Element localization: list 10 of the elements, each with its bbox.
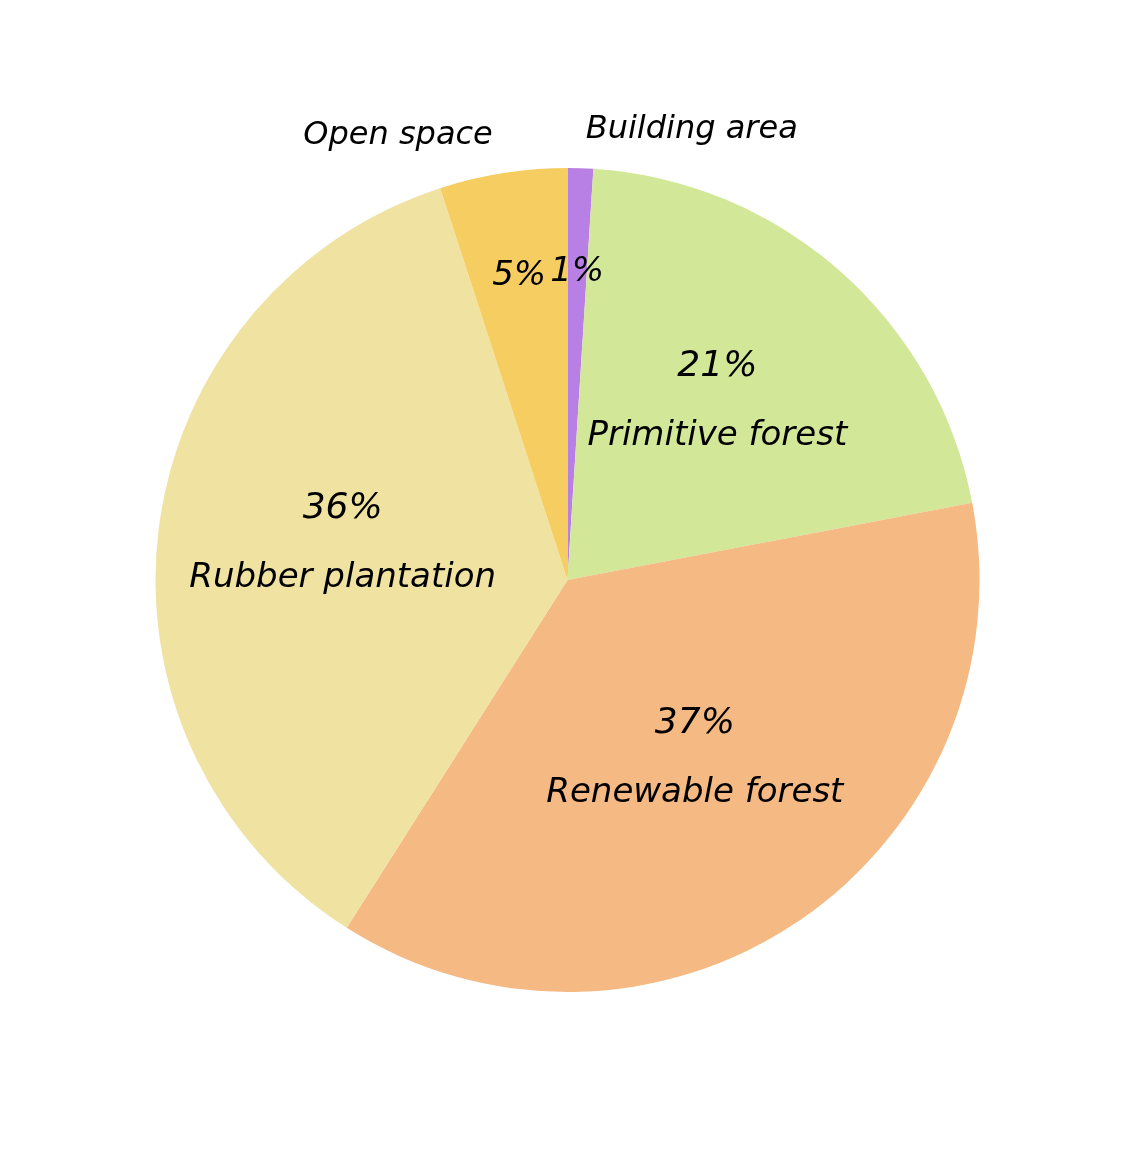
data-label: 21%: [677, 343, 758, 385]
data-label: 36%: [302, 484, 383, 526]
slice-label: Open space: [303, 113, 493, 152]
data-label: 1%: [550, 249, 605, 290]
data-label: 37%: [654, 700, 735, 742]
slice-label: Primitive forest: [587, 413, 849, 454]
slice-label: Renewable forest: [546, 770, 846, 811]
slice-label: Rubber plantation: [189, 554, 497, 595]
data-label: 5%: [492, 252, 547, 293]
slice-label: Building area: [585, 108, 798, 147]
